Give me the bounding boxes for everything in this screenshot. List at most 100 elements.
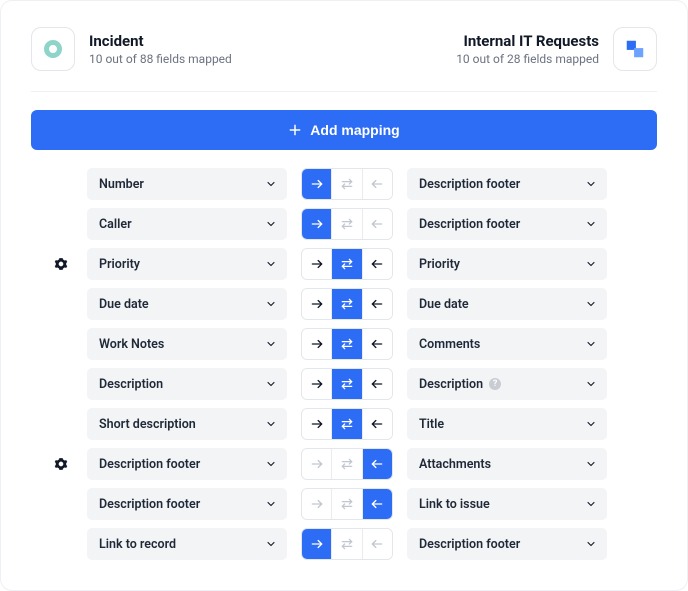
chevron-down-icon	[265, 378, 277, 390]
left-title: Incident	[89, 32, 232, 50]
right-field-select[interactable]: Description footer	[407, 528, 607, 560]
direction-right-button[interactable]	[302, 209, 332, 239]
left-field-label: Description footer	[99, 457, 200, 472]
direction-left-button[interactable]	[363, 489, 392, 519]
direction-right-button[interactable]	[302, 529, 332, 559]
direction-right-button[interactable]	[302, 169, 332, 199]
direction-left-button[interactable]	[363, 169, 392, 199]
chevron-down-icon	[585, 178, 597, 190]
arrow-left-icon	[370, 217, 384, 231]
chevron-down-icon	[265, 338, 277, 350]
chevron-down-icon	[265, 418, 277, 430]
arrow-right-icon	[310, 497, 324, 511]
direction-both-button[interactable]	[332, 249, 362, 279]
direction-both-button[interactable]	[332, 289, 362, 319]
mapping-row: Priority Priority	[31, 248, 657, 280]
direction-both-button[interactable]	[332, 369, 362, 399]
direction-right-button[interactable]	[302, 329, 332, 359]
direction-right-button[interactable]	[302, 369, 332, 399]
left-field-select[interactable]: Number	[87, 168, 287, 200]
left-field-select[interactable]: Work Notes	[87, 328, 287, 360]
right-field-label: Description footer	[419, 177, 520, 192]
direction-group	[301, 528, 393, 560]
direction-both-button[interactable]	[332, 489, 362, 519]
right-field-select[interactable]: Title	[407, 408, 607, 440]
direction-both-button[interactable]	[332, 329, 362, 359]
left-field-select[interactable]: Description footer	[87, 488, 287, 520]
arrow-right-icon	[310, 217, 324, 231]
chevron-down-icon	[265, 298, 277, 310]
arrow-left-icon	[370, 497, 384, 511]
right-field-select[interactable]: Comments	[407, 328, 607, 360]
right-field-label: Title	[419, 417, 444, 432]
add-mapping-button[interactable]: Add mapping	[31, 110, 657, 150]
chevron-down-icon	[585, 378, 597, 390]
gear-cell[interactable]	[49, 257, 73, 271]
mapping-row: Caller Description footer	[31, 208, 657, 240]
right-subtitle: 10 out of 28 fields mapped	[456, 52, 599, 66]
left-field-label: Number	[99, 177, 144, 192]
direction-right-button[interactable]	[302, 409, 332, 439]
left-field-label: Priority	[99, 257, 140, 272]
servicenow-icon	[41, 37, 65, 61]
direction-right-button[interactable]	[302, 289, 332, 319]
right-field-select[interactable]: Due date	[407, 288, 607, 320]
direction-left-button[interactable]	[363, 409, 392, 439]
arrow-right-icon	[310, 337, 324, 351]
right-field-select[interactable]: Description footer	[407, 168, 607, 200]
direction-left-button[interactable]	[363, 209, 392, 239]
right-app-icon	[613, 27, 657, 71]
left-field-select[interactable]: Caller	[87, 208, 287, 240]
right-field-select[interactable]: Description ?	[407, 368, 607, 400]
chevron-down-icon	[585, 298, 597, 310]
arrow-both-icon	[340, 177, 354, 191]
direction-left-button[interactable]	[363, 249, 392, 279]
chevron-down-icon	[585, 418, 597, 430]
direction-right-button[interactable]	[302, 449, 332, 479]
right-field-select[interactable]: Priority	[407, 248, 607, 280]
gear-icon	[54, 257, 68, 271]
chevron-down-icon	[585, 458, 597, 470]
direction-both-button[interactable]	[332, 169, 362, 199]
left-field-select[interactable]: Priority	[87, 248, 287, 280]
left-field-select[interactable]: Link to record	[87, 528, 287, 560]
direction-both-button[interactable]	[332, 209, 362, 239]
left-field-label: Short description	[99, 417, 196, 432]
left-field-select[interactable]: Description	[87, 368, 287, 400]
left-title-block: Incident 10 out of 88 fields mapped	[89, 32, 232, 66]
right-field-select[interactable]: Link to issue	[407, 488, 607, 520]
arrow-both-icon	[340, 417, 354, 431]
chevron-down-icon	[265, 538, 277, 550]
direction-both-button[interactable]	[332, 409, 362, 439]
direction-left-button[interactable]	[363, 449, 392, 479]
direction-left-button[interactable]	[363, 329, 392, 359]
plus-icon	[288, 123, 302, 137]
chevron-down-icon	[585, 498, 597, 510]
direction-left-button[interactable]	[363, 369, 392, 399]
direction-both-button[interactable]	[332, 449, 362, 479]
chevron-down-icon	[585, 538, 597, 550]
arrow-left-icon	[370, 537, 384, 551]
right-field-label: Link to issue	[419, 497, 490, 512]
chevron-down-icon	[265, 458, 277, 470]
right-field-select[interactable]: Attachments	[407, 448, 607, 480]
direction-right-button[interactable]	[302, 249, 332, 279]
left-field-select[interactable]: Short description	[87, 408, 287, 440]
arrow-both-icon	[340, 497, 354, 511]
arrow-right-icon	[310, 257, 324, 271]
left-field-select[interactable]: Description footer	[87, 448, 287, 480]
right-title-block: Internal IT Requests 10 out of 28 fields…	[456, 32, 599, 66]
arrow-both-icon	[340, 457, 354, 471]
direction-left-button[interactable]	[363, 289, 392, 319]
gear-cell[interactable]	[49, 457, 73, 471]
direction-both-button[interactable]	[332, 529, 362, 559]
direction-left-button[interactable]	[363, 529, 392, 559]
mapping-rows: Number Description footer Caller Descriptio…	[31, 168, 657, 560]
left-field-select[interactable]: Due date	[87, 288, 287, 320]
right-field-select[interactable]: Description footer	[407, 208, 607, 240]
arrow-both-icon	[340, 297, 354, 311]
right-field-label: Comments	[419, 337, 480, 352]
mapping-row: Short description Title	[31, 408, 657, 440]
direction-right-button[interactable]	[302, 489, 332, 519]
arrow-right-icon	[310, 377, 324, 391]
